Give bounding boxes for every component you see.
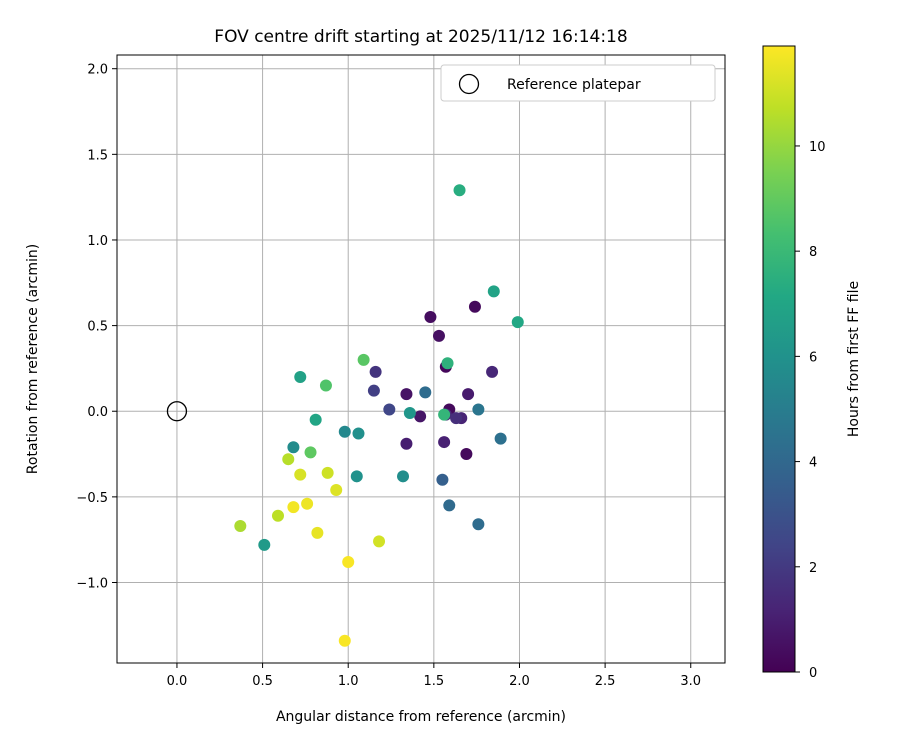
colorbar-gradient xyxy=(762,45,796,673)
colorbar-ticks: 0 2 4 6 8 10 xyxy=(795,140,826,681)
reference-platepar-marker xyxy=(166,401,188,422)
data-point xyxy=(400,437,413,450)
data-point xyxy=(383,403,396,416)
data-point xyxy=(511,316,524,329)
legend: Reference platepar xyxy=(440,64,716,102)
x-tick-label: 1.5 xyxy=(424,674,445,689)
x-axis-label: Angular distance from reference (arcmin) xyxy=(276,709,566,725)
colorbar-tick-label: 2 xyxy=(809,561,817,576)
data-point xyxy=(352,427,365,440)
data-point xyxy=(287,501,300,514)
data-point xyxy=(453,184,466,197)
colorbar-label: Hours from first FF file xyxy=(846,281,862,437)
legend-box xyxy=(440,64,716,102)
data-points xyxy=(234,184,524,647)
y-tick-label: 0.0 xyxy=(87,405,108,420)
x-tick-label: 2.0 xyxy=(509,674,530,689)
data-point xyxy=(234,519,247,532)
data-point xyxy=(294,370,307,383)
x-tick-label: 0.5 xyxy=(252,674,273,689)
data-point xyxy=(373,535,386,548)
legend-open-circle-marker xyxy=(458,73,480,95)
data-point xyxy=(294,468,307,481)
data-point xyxy=(319,379,332,392)
plot-frame xyxy=(116,54,726,664)
data-point xyxy=(468,300,481,313)
data-point xyxy=(494,432,507,445)
x-axis-ticks: 0.0 0.5 1.0 1.5 2.0 2.5 3.0 xyxy=(167,663,701,689)
data-point xyxy=(258,538,271,551)
data-point xyxy=(311,526,324,539)
colorbar-tick-label: 6 xyxy=(809,350,817,365)
data-point xyxy=(338,634,351,647)
data-point xyxy=(301,497,314,510)
data-point xyxy=(397,470,410,483)
legend-label-reference-platepar: Reference platepar xyxy=(507,77,641,93)
plot-background xyxy=(117,55,725,663)
data-point xyxy=(462,388,475,401)
data-point xyxy=(432,329,445,342)
data-point xyxy=(460,448,473,461)
data-point xyxy=(487,285,500,298)
data-point xyxy=(287,441,300,454)
data-point xyxy=(472,518,485,531)
data-point xyxy=(309,413,322,426)
data-point xyxy=(438,436,451,449)
y-tick-label: 2.0 xyxy=(87,63,108,78)
colorbar-tick-label: 8 xyxy=(809,245,817,260)
data-point xyxy=(369,365,382,378)
data-point xyxy=(441,357,454,370)
reference-layer xyxy=(166,401,188,422)
data-point xyxy=(400,388,413,401)
y-tick-label: 1.0 xyxy=(87,234,108,249)
data-point xyxy=(350,470,363,483)
y-tick-label: −0.5 xyxy=(76,491,108,506)
x-tick-label: 3.0 xyxy=(680,674,701,689)
data-point xyxy=(419,386,432,399)
colorbar: 0 2 4 6 8 10 Hours from first FF file xyxy=(762,45,862,681)
data-point xyxy=(271,509,284,522)
data-point xyxy=(450,412,463,425)
x-tick-label: 0.0 xyxy=(167,674,188,689)
data-point xyxy=(424,311,437,324)
colorbar-tick-label: 4 xyxy=(809,456,817,471)
data-point xyxy=(486,365,499,378)
data-point xyxy=(282,453,295,466)
plot-area xyxy=(116,54,726,664)
colorbar-tick-label: 10 xyxy=(809,140,826,155)
data-point xyxy=(414,410,427,423)
data-point xyxy=(367,384,380,397)
y-tick-label: 0.5 xyxy=(87,320,108,335)
data-point xyxy=(357,353,370,366)
y-axis-label: Rotation from reference (arcmin) xyxy=(25,244,41,474)
y-tick-label: 1.5 xyxy=(87,148,108,163)
y-axis-ticks: −1.0 −0.5 0.0 0.5 1.0 1.5 2.0 xyxy=(76,63,117,592)
data-point xyxy=(330,484,343,497)
chart-title: FOV centre drift starting at 2025/11/12 … xyxy=(214,27,627,47)
data-point xyxy=(321,466,334,479)
data-point xyxy=(338,425,351,438)
x-tick-label: 2.5 xyxy=(595,674,616,689)
y-tick-label: −1.0 xyxy=(76,577,108,592)
data-point xyxy=(304,446,317,459)
data-point xyxy=(342,555,355,568)
data-point xyxy=(443,499,456,512)
x-tick-label: 1.0 xyxy=(338,674,359,689)
data-point xyxy=(438,408,451,421)
data-point xyxy=(403,406,416,419)
colorbar-tick-label: 0 xyxy=(809,666,817,681)
data-point xyxy=(436,473,449,486)
data-point xyxy=(472,403,485,416)
